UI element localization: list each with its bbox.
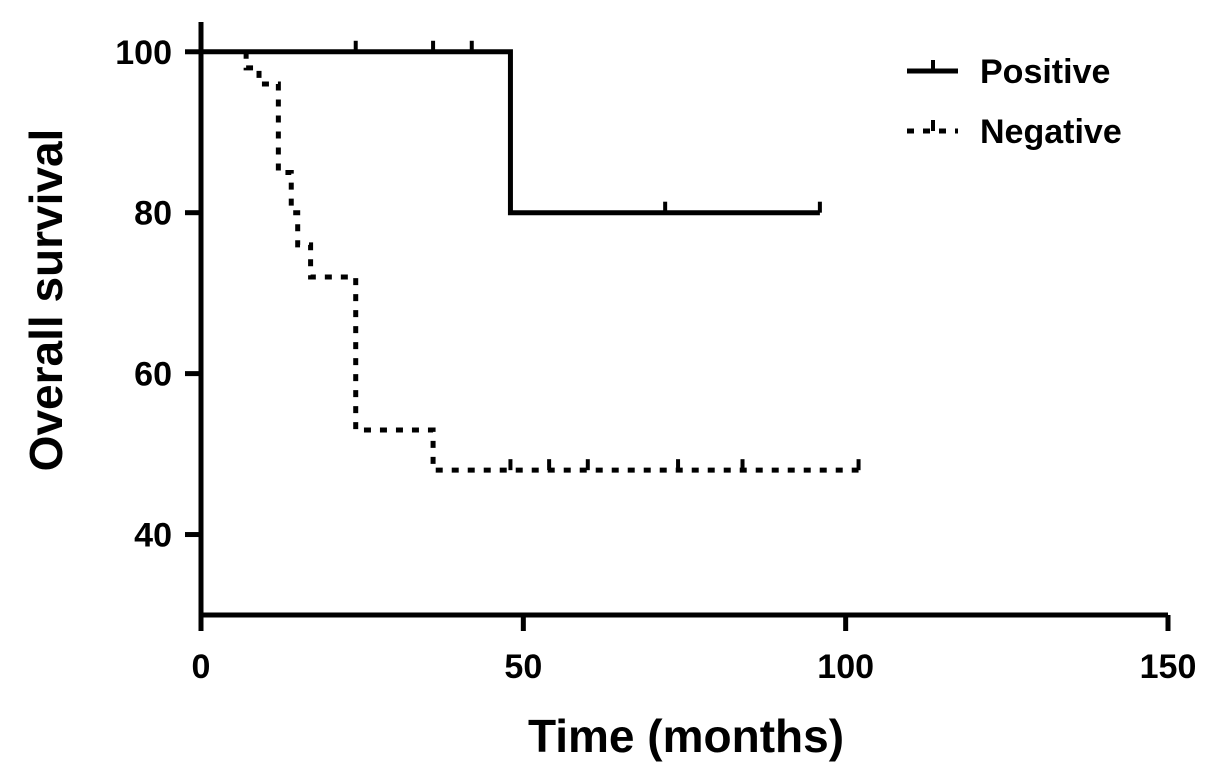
y-tick-label: 80 xyxy=(134,195,172,233)
x-tick-label: 0 xyxy=(192,648,211,686)
x-axis-title: Time (months) xyxy=(528,710,844,762)
legend-label-positive: Positive xyxy=(980,53,1110,91)
series-line-negative xyxy=(243,51,859,473)
series-line-positive xyxy=(201,49,820,216)
y-axis-title: Overall survival xyxy=(20,129,72,472)
legend-label-negative: Negative xyxy=(980,113,1122,151)
x-tick-label: 100 xyxy=(817,648,874,686)
axes: 0 50 100 150 40 60 80 100 xyxy=(115,22,1196,686)
y-tick-label: 40 xyxy=(134,517,172,555)
legend: Positive Negative xyxy=(907,53,1122,151)
x-tick-label: 50 xyxy=(504,648,542,686)
x-tick-label: 150 xyxy=(1140,648,1197,686)
plot-area xyxy=(201,40,861,473)
y-tick-label: 60 xyxy=(134,356,172,394)
y-tick-label: 100 xyxy=(115,34,172,72)
